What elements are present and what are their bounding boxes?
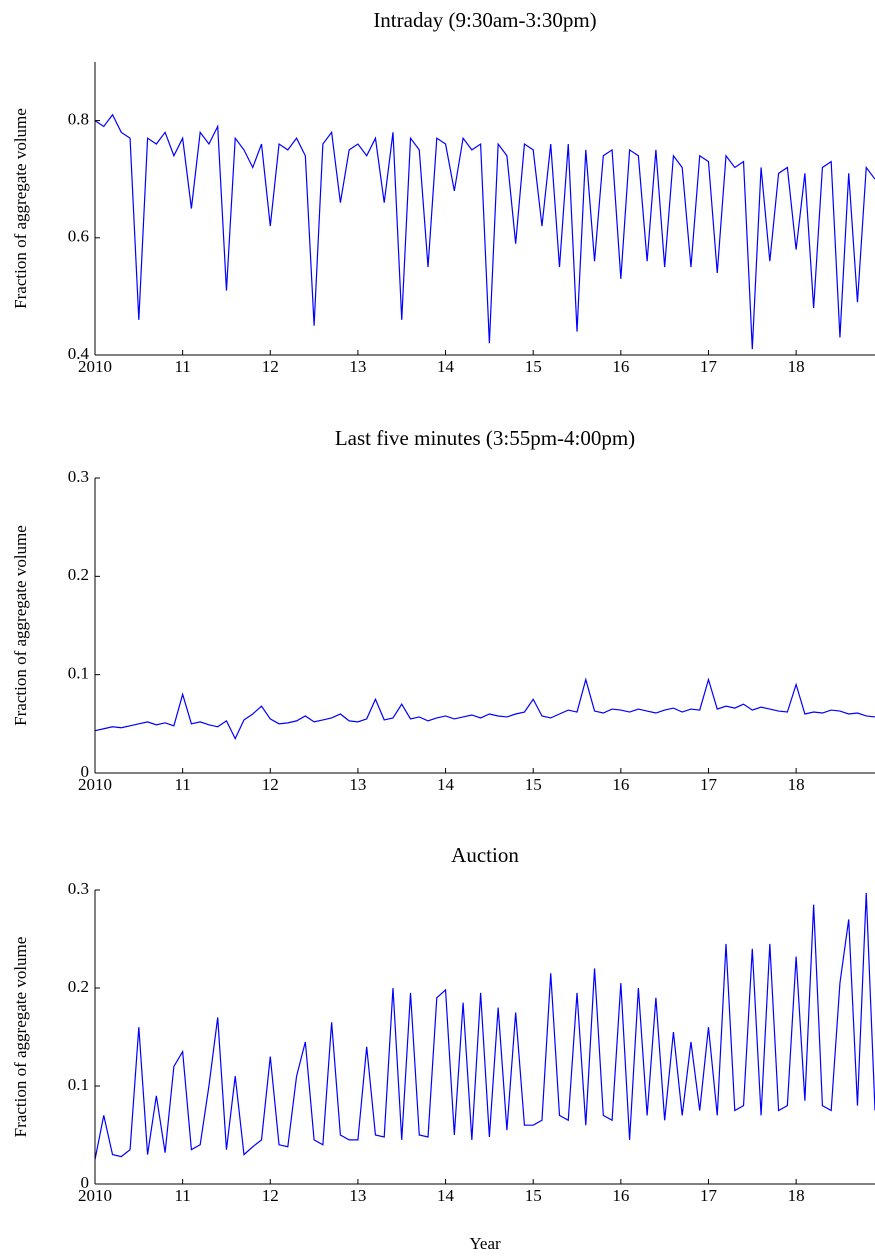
x-tick-label: 12 bbox=[262, 775, 279, 794]
x-tick-label: 16 bbox=[612, 357, 629, 376]
x-tick-label: 13 bbox=[349, 357, 366, 376]
y-tick-label: 0.6 bbox=[68, 227, 89, 246]
x-tick-label: 12 bbox=[262, 357, 279, 376]
y-axis-label: Fraction of aggregate volume bbox=[11, 937, 30, 1138]
y-tick-label: 0.2 bbox=[68, 565, 89, 584]
x-tick-label: 16 bbox=[612, 1186, 629, 1205]
x-tick-label: 11 bbox=[174, 1186, 190, 1205]
x-tick-label: 18 bbox=[788, 775, 805, 794]
x-tick-label: 14 bbox=[437, 1186, 455, 1205]
y-tick-label: 0.1 bbox=[68, 664, 89, 683]
data-line bbox=[94, 677, 875, 740]
y-tick-label: 0 bbox=[81, 762, 90, 781]
x-tick-label: 17 bbox=[700, 357, 718, 376]
y-axis-label: Fraction of aggregate volume bbox=[11, 108, 30, 309]
chart-title: Last five minutes (3:55pm-4:00pm) bbox=[335, 426, 635, 450]
x-tick-label: 12 bbox=[262, 1186, 279, 1205]
x-tick-label: 13 bbox=[349, 775, 366, 794]
y-tick-label: 0 bbox=[81, 1173, 90, 1192]
x-tick-label: 11 bbox=[174, 775, 190, 794]
x-tick-label: 15 bbox=[525, 357, 542, 376]
y-tick-label: 0.3 bbox=[68, 879, 89, 898]
x-tick-label: 15 bbox=[525, 775, 542, 794]
y-tick-label: 0.4 bbox=[68, 344, 90, 363]
x-tick-label: 14 bbox=[437, 775, 455, 794]
chart-title: Intraday (9:30am-3:30pm) bbox=[373, 8, 596, 32]
y-tick-label: 0.1 bbox=[68, 1075, 89, 1094]
x-tick-label: 16 bbox=[612, 775, 629, 794]
y-tick-label: 0.2 bbox=[68, 977, 89, 996]
y-axis-label: Fraction of aggregate volume bbox=[11, 525, 30, 726]
chart-title: Auction bbox=[451, 843, 519, 867]
x-tick-label: 14 bbox=[437, 357, 455, 376]
x-tick-label: 2010 bbox=[78, 775, 112, 794]
y-tick-label: 0.3 bbox=[68, 467, 89, 486]
data-line bbox=[94, 892, 875, 1160]
data-line bbox=[94, 113, 875, 350]
x-tick-label: 18 bbox=[788, 357, 805, 376]
x-tick-label: 2010 bbox=[78, 1186, 112, 1205]
x-tick-label: 18 bbox=[788, 1186, 805, 1205]
x-axis-label: Year bbox=[469, 1234, 501, 1253]
x-tick-label: 13 bbox=[349, 1186, 366, 1205]
y-tick-label: 0.8 bbox=[68, 110, 89, 129]
x-tick-label: 17 bbox=[700, 775, 718, 794]
x-tick-label: 2010 bbox=[78, 357, 112, 376]
x-tick-label: 15 bbox=[525, 1186, 542, 1205]
x-tick-label: 17 bbox=[700, 1186, 718, 1205]
x-tick-label: 11 bbox=[174, 357, 190, 376]
